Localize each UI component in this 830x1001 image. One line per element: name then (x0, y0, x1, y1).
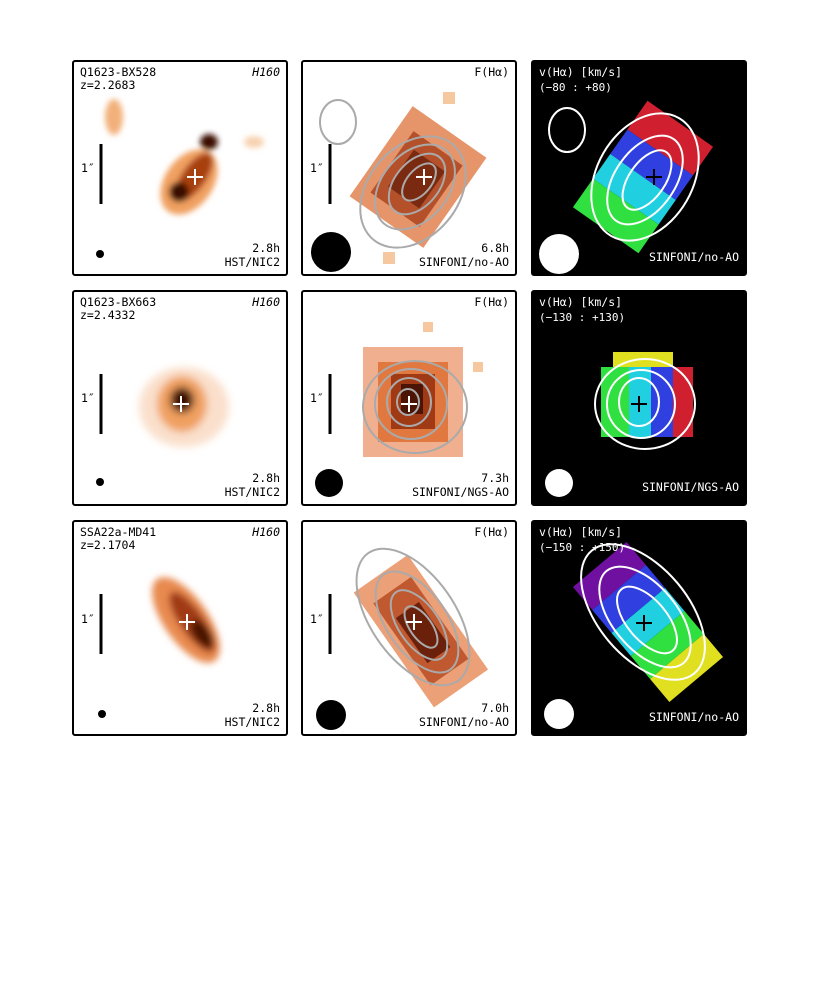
exposure-time: 2.8h (252, 242, 280, 255)
flux-label: F(Hα) (474, 296, 509, 309)
exposure-time: 2.8h (252, 472, 280, 485)
instrument-label: SINFONI/NGS-AO (642, 481, 739, 494)
velocity-panel-bx528: v(Hα) [km/s] (−80 : +80) SINFONI/no-AO (531, 60, 747, 276)
hst-panel-bx528: Q1623-BX528 z=2.2683 H160 1″ 2.8h HST/NI… (72, 60, 288, 276)
velocity-panel-bx663: v(Hα) [km/s] (−130 : +130) SINFONI/NGS-A… (531, 290, 747, 506)
filter-label: H160 (252, 526, 280, 539)
filter-label: H160 (252, 296, 280, 309)
instrument-label: SINFONI/no-AO (649, 251, 739, 264)
instrument-label: HST/NIC2 (225, 256, 280, 269)
velocity-label: v(Hα) [km/s] (539, 526, 622, 539)
scale-label: 1″ (310, 392, 324, 405)
exposure-time: 6.8h (481, 242, 509, 255)
scale-label: 1″ (81, 392, 95, 405)
hst-panel-md41: SSA22a-MD41 z=2.1704 H160 1″ 2.8h HST/NI… (72, 520, 288, 736)
instrument-label: HST/NIC2 (225, 486, 280, 499)
instrument-label: SINFONI/no-AO (419, 716, 509, 729)
flux-panel-bx663: F(Hα) 1″ 7.3h SINFONI/NGS-AO (301, 290, 517, 506)
velocity-range: (−150 : +150) (539, 541, 625, 554)
exposure-time: 7.3h (481, 472, 509, 485)
exposure-time: 7.0h (481, 702, 509, 715)
velocity-label: v(Hα) [km/s] (539, 66, 622, 79)
velocity-range: (−80 : +80) (539, 81, 612, 94)
exposure-time: 2.8h (252, 702, 280, 715)
scale-label: 1″ (310, 162, 324, 175)
filter-label: H160 (252, 66, 280, 79)
instrument-label: SINFONI/no-AO (649, 711, 739, 724)
instrument-label: HST/NIC2 (225, 716, 280, 729)
velocity-label: v(Hα) [km/s] (539, 296, 622, 309)
flux-label: F(Hα) (474, 526, 509, 539)
redshift: z=2.4332 (80, 309, 135, 322)
flux-panel-md41: F(Hα) 1″ 7.0h SINFONI/no-AO (301, 520, 517, 736)
instrument-label: SINFONI/NGS-AO (412, 486, 509, 499)
velocity-panel-md41: v(Hα) [km/s] (−150 : +150) SINFONI/no-AO (531, 520, 747, 736)
velocity-range: (−130 : +130) (539, 311, 625, 324)
scale-label: 1″ (81, 162, 95, 175)
hst-panel-bx663: Q1623-BX663 z=2.4332 H160 1″ 2.8h HST/NI… (72, 290, 288, 506)
scale-label: 1″ (81, 613, 95, 626)
redshift: z=2.2683 (80, 79, 135, 92)
flux-label: F(Hα) (474, 66, 509, 79)
flux-panel-bx528: F(Hα) 1″ 6.8h SINFONI/no-AO (301, 60, 517, 276)
redshift: z=2.1704 (80, 539, 135, 552)
instrument-label: SINFONI/no-AO (419, 256, 509, 269)
scale-label: 1″ (310, 613, 324, 626)
